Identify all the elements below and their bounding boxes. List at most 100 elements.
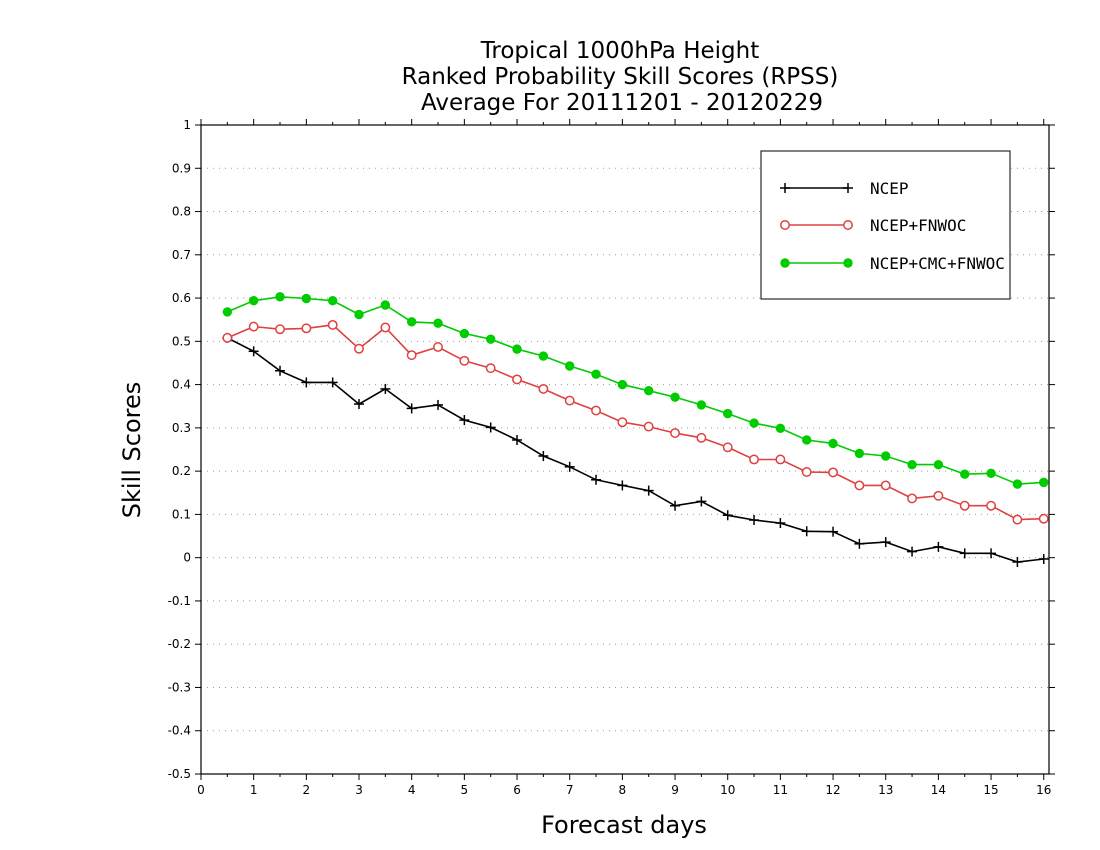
data-point-ncep-cmc-fnwoc xyxy=(275,292,285,302)
legend-label: NCEP+CMC+FNWOC xyxy=(870,254,1005,273)
x-tick-label: 6 xyxy=(513,783,521,797)
data-point-ncep-cmc-fnwoc xyxy=(907,459,917,470)
data-point-ncep-cmc-fnwoc xyxy=(617,379,628,390)
data-point-ncep-fnwoc xyxy=(828,467,838,478)
data-point-ncep xyxy=(512,434,523,445)
data-point-ncep-cmc-fnwoc xyxy=(749,418,759,428)
x-tick-label: 10 xyxy=(720,783,735,797)
data-point-ncep xyxy=(248,346,259,357)
data-point-ncep-fnwoc xyxy=(327,319,338,330)
legend-item-ncep-fnwoc: NCEP+FNWOC xyxy=(780,216,966,235)
data-point-ncep xyxy=(380,383,391,394)
data-point-ncep-fnwoc xyxy=(380,322,391,333)
data-point-ncep xyxy=(564,461,575,472)
data-point-ncep-fnwoc xyxy=(722,442,733,453)
y-tick-label: 0.7 xyxy=(172,248,191,262)
data-point-ncep xyxy=(459,415,470,426)
x-tick-label: 13 xyxy=(878,783,893,797)
data-point-ncep-fnwoc xyxy=(854,480,865,491)
data-point-ncep-cmc-fnwoc xyxy=(802,435,812,445)
data-point-ncep xyxy=(986,548,997,559)
data-point-ncep-fnwoc xyxy=(775,454,786,465)
y-axis-label: Skill Scores xyxy=(118,382,146,519)
x-tick-label: 14 xyxy=(931,783,946,797)
data-point-ncep xyxy=(880,537,891,548)
data-point-ncep-cmc-fnwoc xyxy=(933,459,944,470)
x-axis-label: Forecast days xyxy=(541,811,707,839)
data-point-ncep xyxy=(643,485,654,496)
data-point-ncep-cmc-fnwoc xyxy=(564,361,575,371)
data-point-ncep-cmc-fnwoc xyxy=(248,295,259,306)
legend-item-ncep: NCEP xyxy=(780,179,909,198)
data-point-ncep-fnwoc xyxy=(275,324,285,335)
legend-marker xyxy=(843,183,853,193)
data-point-ncep xyxy=(354,399,365,410)
data-point-ncep xyxy=(696,496,707,507)
data-point-ncep-fnwoc xyxy=(406,350,417,361)
legend-marker xyxy=(780,258,790,268)
y-tick-label: 0.9 xyxy=(172,161,191,175)
data-point-ncep xyxy=(722,510,733,521)
data-point-ncep xyxy=(828,526,839,537)
data-point-ncep xyxy=(1012,556,1023,567)
series-line-ncep-fnwoc xyxy=(226,324,1044,521)
data-point-ncep-cmc-fnwoc xyxy=(1039,477,1049,488)
x-tick-label: 2 xyxy=(303,783,311,797)
data-point-ncep-cmc-fnwoc xyxy=(986,468,996,478)
data-point-ncep-fnwoc xyxy=(643,421,654,432)
x-tick-label: 9 xyxy=(671,783,679,797)
x-tick-label: 8 xyxy=(619,783,627,797)
data-point-ncep xyxy=(617,480,628,491)
legend-item-ncep-cmc-fnwoc: NCEP+CMC+FNWOC xyxy=(780,254,1005,273)
y-tick-label: -0.5 xyxy=(168,767,191,781)
data-point-ncep-cmc-fnwoc xyxy=(380,300,391,310)
data-point-ncep xyxy=(433,399,444,410)
data-point-ncep-cmc-fnwoc xyxy=(512,344,522,354)
data-point-ncep-fnwoc xyxy=(1012,514,1023,525)
data-point-ncep xyxy=(1038,553,1049,564)
data-point-ncep-fnwoc xyxy=(538,383,549,394)
data-point-ncep-fnwoc xyxy=(433,342,443,352)
data-point-ncep-cmc-fnwoc xyxy=(591,369,601,379)
data-point-ncep-cmc-fnwoc xyxy=(828,438,838,449)
data-point-ncep-fnwoc xyxy=(354,343,364,354)
data-point-ncep-cmc-fnwoc xyxy=(1012,479,1023,489)
data-point-ncep xyxy=(327,377,338,388)
x-tick-label: 7 xyxy=(566,783,574,797)
data-point-ncep-cmc-fnwoc xyxy=(433,318,443,328)
data-point-ncep xyxy=(801,526,812,537)
series-ncep-cmc-fnwoc xyxy=(222,292,1049,489)
data-point-ncep-cmc-fnwoc xyxy=(644,385,654,396)
data-point-ncep-cmc-fnwoc xyxy=(538,351,549,361)
data-point-ncep xyxy=(959,548,970,559)
data-point-ncep xyxy=(749,515,760,526)
data-point-ncep-fnwoc xyxy=(696,432,707,443)
title-line-3: Average For 20111201 - 20120229 xyxy=(421,90,823,116)
y-tick-label: 0.4 xyxy=(172,378,191,392)
legend-label: NCEP xyxy=(870,179,909,198)
data-point-ncep-fnwoc xyxy=(670,428,680,439)
axes: -0.5 -0.4 -0.3 -0.2 -0.1 0 0.1 0.2 0.3 0.4 0.5 0.6 0… xyxy=(168,118,1055,797)
data-point-ncep-cmc-fnwoc xyxy=(854,448,865,459)
data-point-ncep-cmc-fnwoc xyxy=(485,334,496,344)
data-point-ncep xyxy=(775,518,786,529)
legend-marker xyxy=(780,220,790,230)
data-point-ncep-fnwoc xyxy=(986,500,997,511)
x-tick-label: 5 xyxy=(461,783,469,797)
chart-title: Tropical 1000hPa Height Ranked Probabili… xyxy=(402,38,839,116)
series-ncep-fnwoc xyxy=(222,319,1049,525)
y-tick-label: 0.3 xyxy=(172,421,191,435)
y-tick-label: -0.3 xyxy=(168,680,191,694)
data-point-ncep-cmc-fnwoc xyxy=(696,400,707,410)
data-point-ncep-cmc-fnwoc xyxy=(775,423,786,433)
series-line-ncep-cmc-fnwoc xyxy=(226,295,1044,485)
y-tick-label: 0.1 xyxy=(172,507,191,521)
data-point-ncep-fnwoc xyxy=(907,493,918,504)
data-point-ncep xyxy=(907,546,918,557)
y-tick-label: -0.4 xyxy=(168,724,191,738)
y-tick-label: 0.5 xyxy=(172,334,191,348)
data-point-ncep-fnwoc xyxy=(617,417,628,428)
data-point-ncep-cmc-fnwoc xyxy=(459,328,470,339)
legend-marker xyxy=(843,258,853,268)
